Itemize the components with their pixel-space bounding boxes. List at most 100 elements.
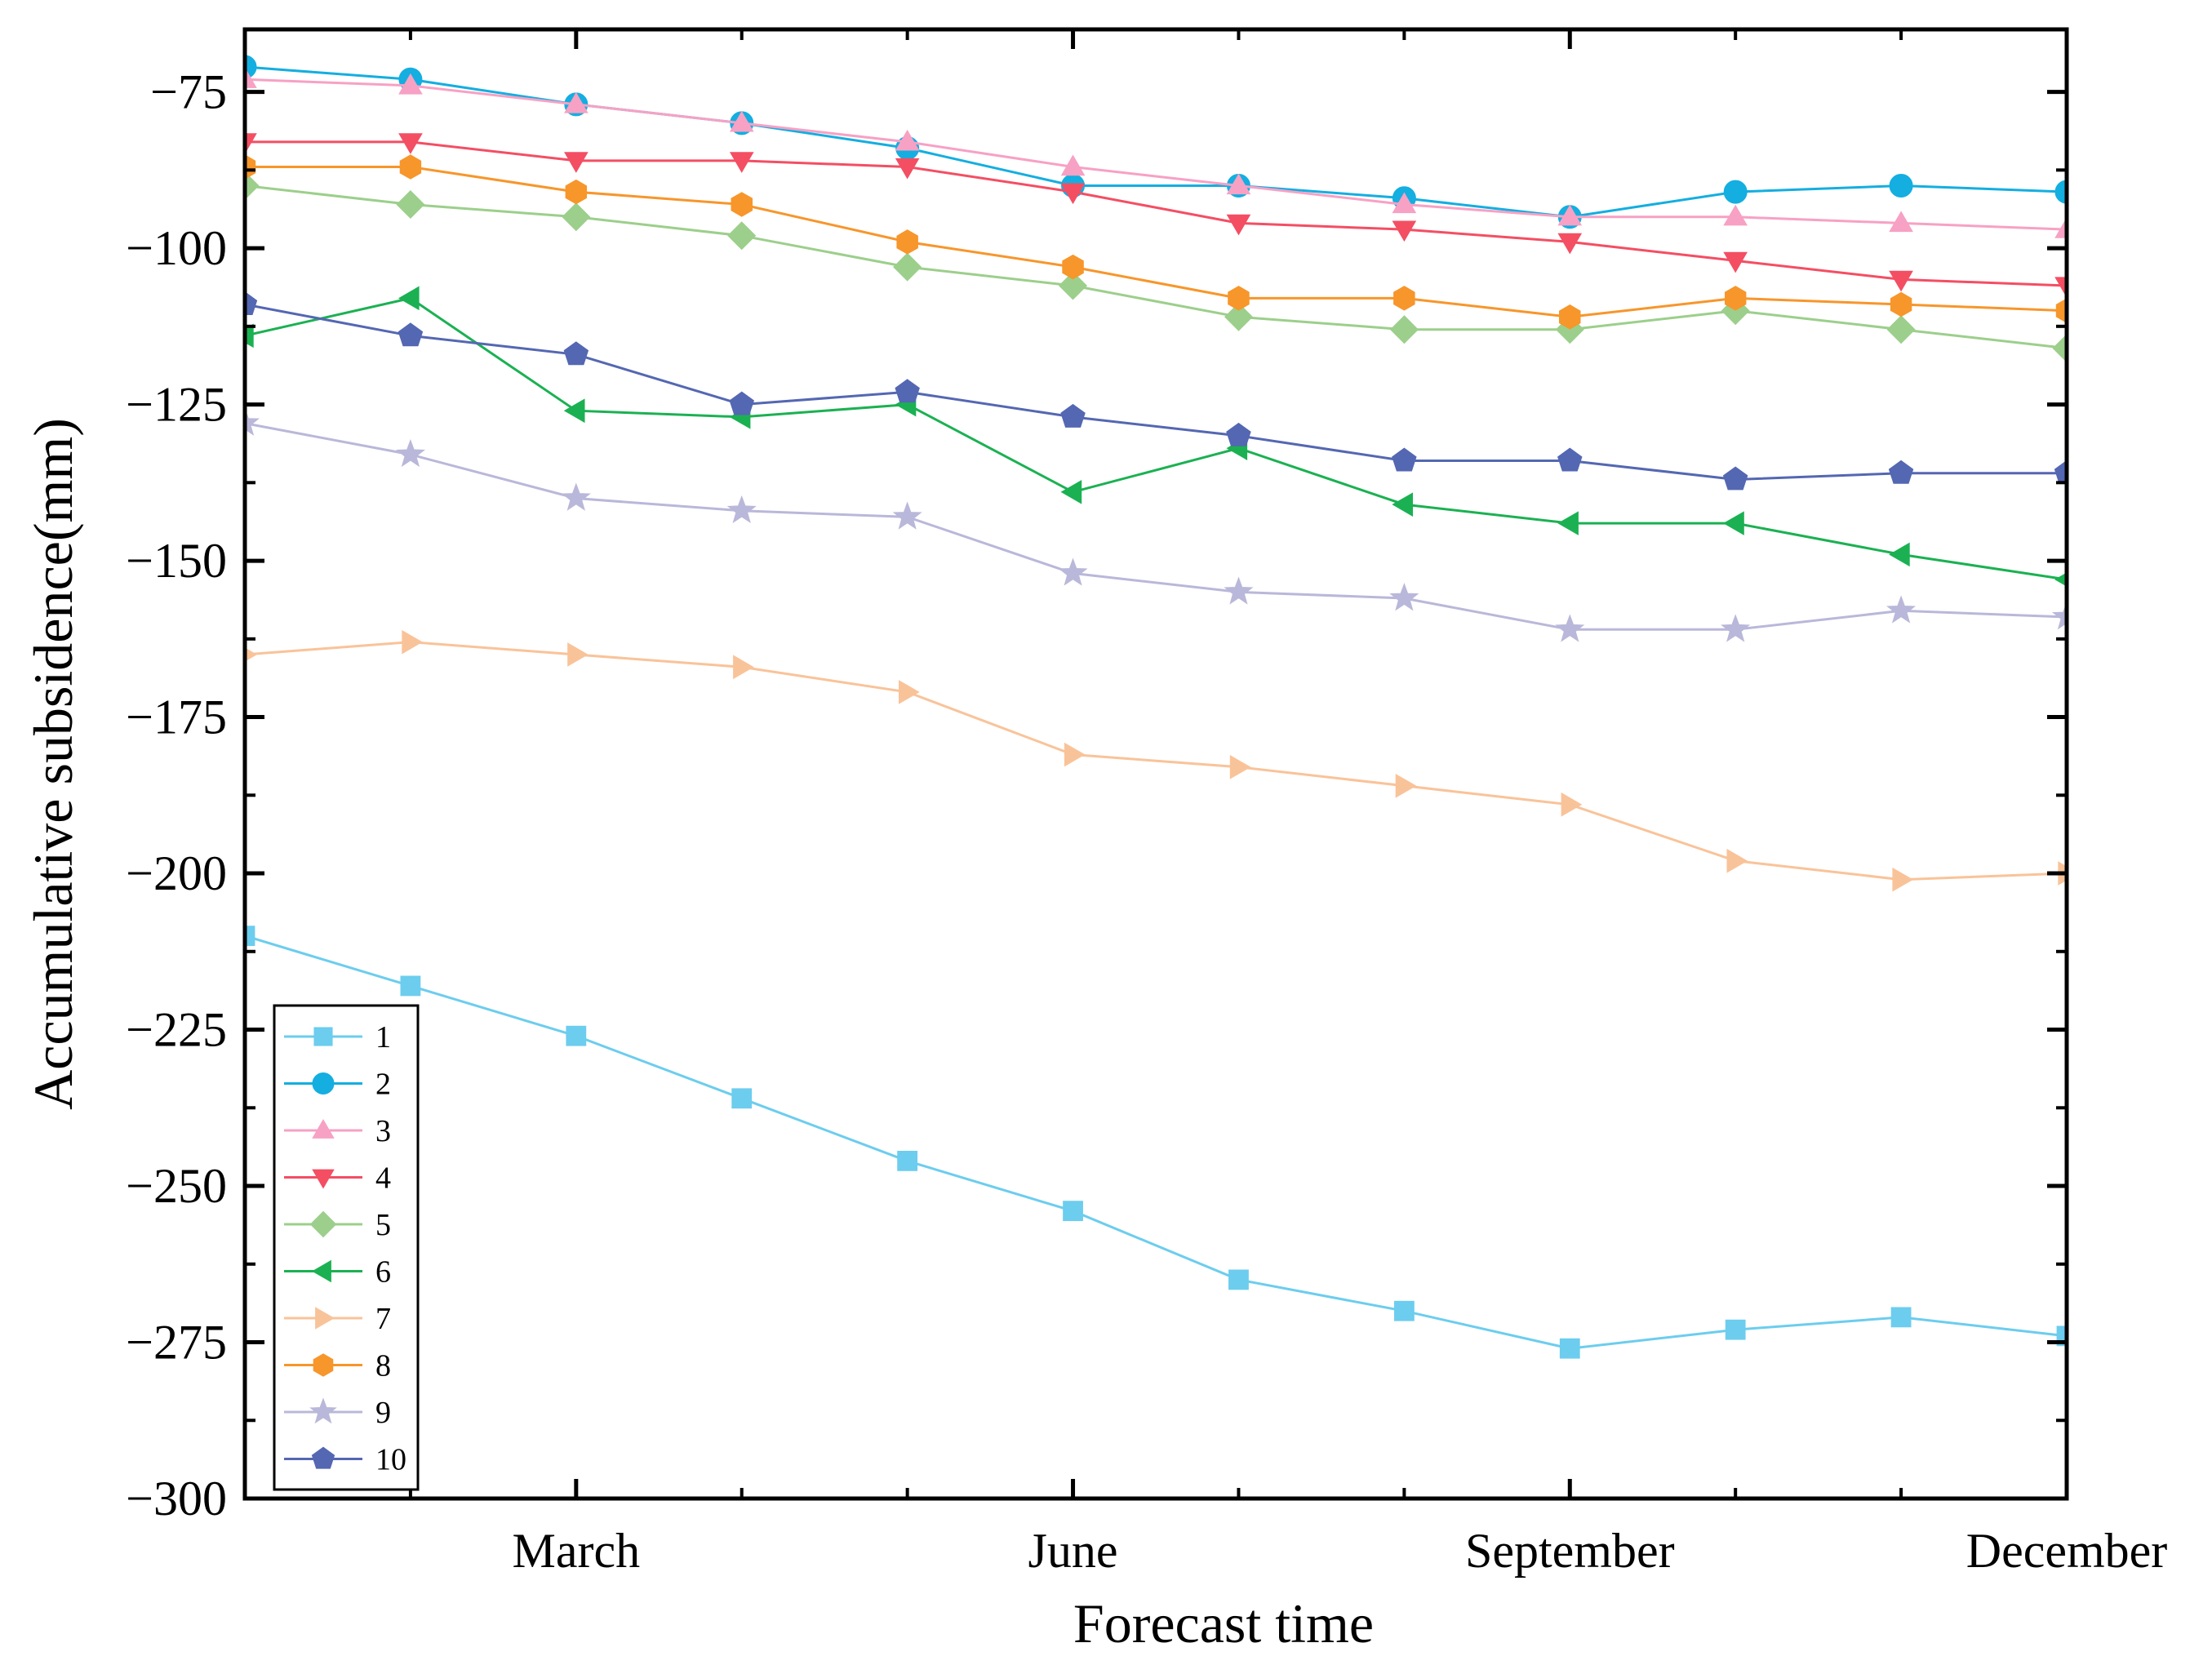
series-5-line [245, 184, 2067, 350]
series-7-point-2 [402, 629, 423, 655]
series-1-point-7 [1228, 1269, 1249, 1290]
series-9-point-2 [395, 438, 425, 468]
series-10-line [245, 303, 2067, 482]
series-1-point-12 [2056, 1325, 2067, 1347]
x-tick-label: June [1028, 1524, 1118, 1578]
series-6-point-11 [1889, 542, 1910, 567]
y-tick-label: −250 [126, 1159, 227, 1213]
legend-swatch-marker [311, 1259, 331, 1283]
legend-label: 6 [375, 1255, 391, 1290]
legend-item-2: 2 [284, 1068, 391, 1102]
legend-item-4: 4 [284, 1161, 391, 1196]
legend-item-5: 5 [284, 1208, 391, 1242]
series-3-point-6 [1060, 154, 1086, 176]
legend-item-7: 7 [284, 1302, 391, 1336]
y-tick-label: −200 [126, 846, 227, 900]
series-4-point-12 [2054, 277, 2067, 299]
series-8-point-12 [2055, 298, 2067, 323]
series-5 [245, 171, 2067, 363]
y-tick-label: −175 [126, 690, 227, 744]
legend-item-10: 10 [284, 1443, 406, 1477]
series-4-point-3 [564, 152, 589, 173]
series-10-point-12 [2054, 460, 2067, 484]
series-7-point-6 [1064, 742, 1086, 767]
x-tick-label: September [1465, 1524, 1675, 1578]
series-4 [245, 133, 2067, 299]
legend-swatch-marker [311, 1446, 335, 1469]
series-6-point-10 [1723, 511, 1744, 535]
series-7 [245, 629, 2067, 892]
y-tick-label: −75 [150, 65, 227, 119]
series-10-point-11 [1888, 460, 1914, 484]
series-4-point-6 [1060, 183, 1086, 205]
series-10-point-4 [729, 391, 754, 415]
legend-item-9: 9 [284, 1396, 391, 1430]
series-10-point-1 [245, 291, 258, 315]
series-8-point-1 [245, 154, 256, 180]
series-7-point-10 [1726, 848, 1748, 873]
series-8 [245, 154, 2067, 330]
series-1-point-8 [1393, 1300, 1415, 1321]
series-4-point-7 [1226, 214, 1251, 236]
series-9-point-10 [1721, 614, 1751, 642]
series-7-point-4 [733, 655, 754, 680]
legend-label: 7 [375, 1302, 391, 1336]
series-8-point-9 [1559, 304, 1581, 330]
y-tick-label: −125 [126, 378, 227, 432]
series-10-point-9 [1557, 447, 1583, 472]
series-5-point-1 [245, 171, 260, 201]
series-7-point-9 [1561, 792, 1583, 817]
series-8-line [245, 166, 2067, 318]
series-1-point-2 [400, 975, 421, 997]
legend-box [273, 1004, 420, 1491]
series-7-point-11 [1892, 867, 1914, 892]
series-2-point-12 [2054, 180, 2067, 204]
series-8-point-6 [1062, 254, 1084, 280]
legend-label: 4 [375, 1161, 391, 1196]
series-7-point-3 [567, 642, 589, 667]
series-1-point-6 [1063, 1201, 1083, 1222]
series-2-line [245, 65, 2067, 219]
series-9 [245, 407, 2067, 642]
series-5-point-10 [1721, 296, 1750, 326]
series-6-point-3 [563, 398, 585, 424]
series-1-point-9 [1559, 1338, 1580, 1359]
y-tick-label: −150 [126, 534, 227, 588]
series-6-point-8 [1392, 492, 1413, 517]
series-10-point-3 [563, 341, 589, 366]
series-3-point-2 [398, 73, 423, 95]
series-4-point-9 [1557, 233, 1583, 255]
legend-swatch-marker [312, 1169, 335, 1189]
series-8-point-10 [1725, 286, 1747, 311]
x-axis-title: Forecast time [1073, 1592, 1374, 1654]
series-5-point-6 [1058, 271, 1088, 300]
series-4-line [245, 140, 2067, 287]
legend-item-1: 1 [284, 1020, 391, 1055]
series-4-point-8 [1392, 220, 1417, 242]
series-1-line [245, 935, 2067, 1350]
series-10-point-7 [1226, 422, 1251, 446]
series-7-point-8 [1395, 774, 1417, 798]
series-layer [245, 55, 2067, 1359]
series-10-point-8 [1392, 447, 1417, 472]
y-tick-label: −300 [126, 1472, 227, 1525]
series-3-line [245, 78, 2067, 231]
series-3-point-9 [1557, 204, 1583, 226]
series-3-point-3 [564, 91, 589, 113]
legend-label: 5 [375, 1208, 391, 1242]
series-8-point-8 [1393, 286, 1415, 311]
x-tick-label: December [1966, 1524, 2168, 1578]
legend-swatch-marker [309, 1210, 337, 1238]
series-2 [245, 55, 2067, 229]
y-tick-label: −100 [126, 221, 227, 275]
legend-item-8: 8 [284, 1349, 391, 1383]
series-2-point-11 [1889, 173, 1913, 198]
series-5-point-11 [1886, 315, 1916, 344]
plot-frame [242, 27, 2069, 1501]
series-3-point-4 [729, 110, 754, 132]
series-1-point-11 [1890, 1307, 1912, 1328]
y-tick-label: −225 [126, 1003, 227, 1057]
series-10-point-5 [895, 379, 920, 403]
